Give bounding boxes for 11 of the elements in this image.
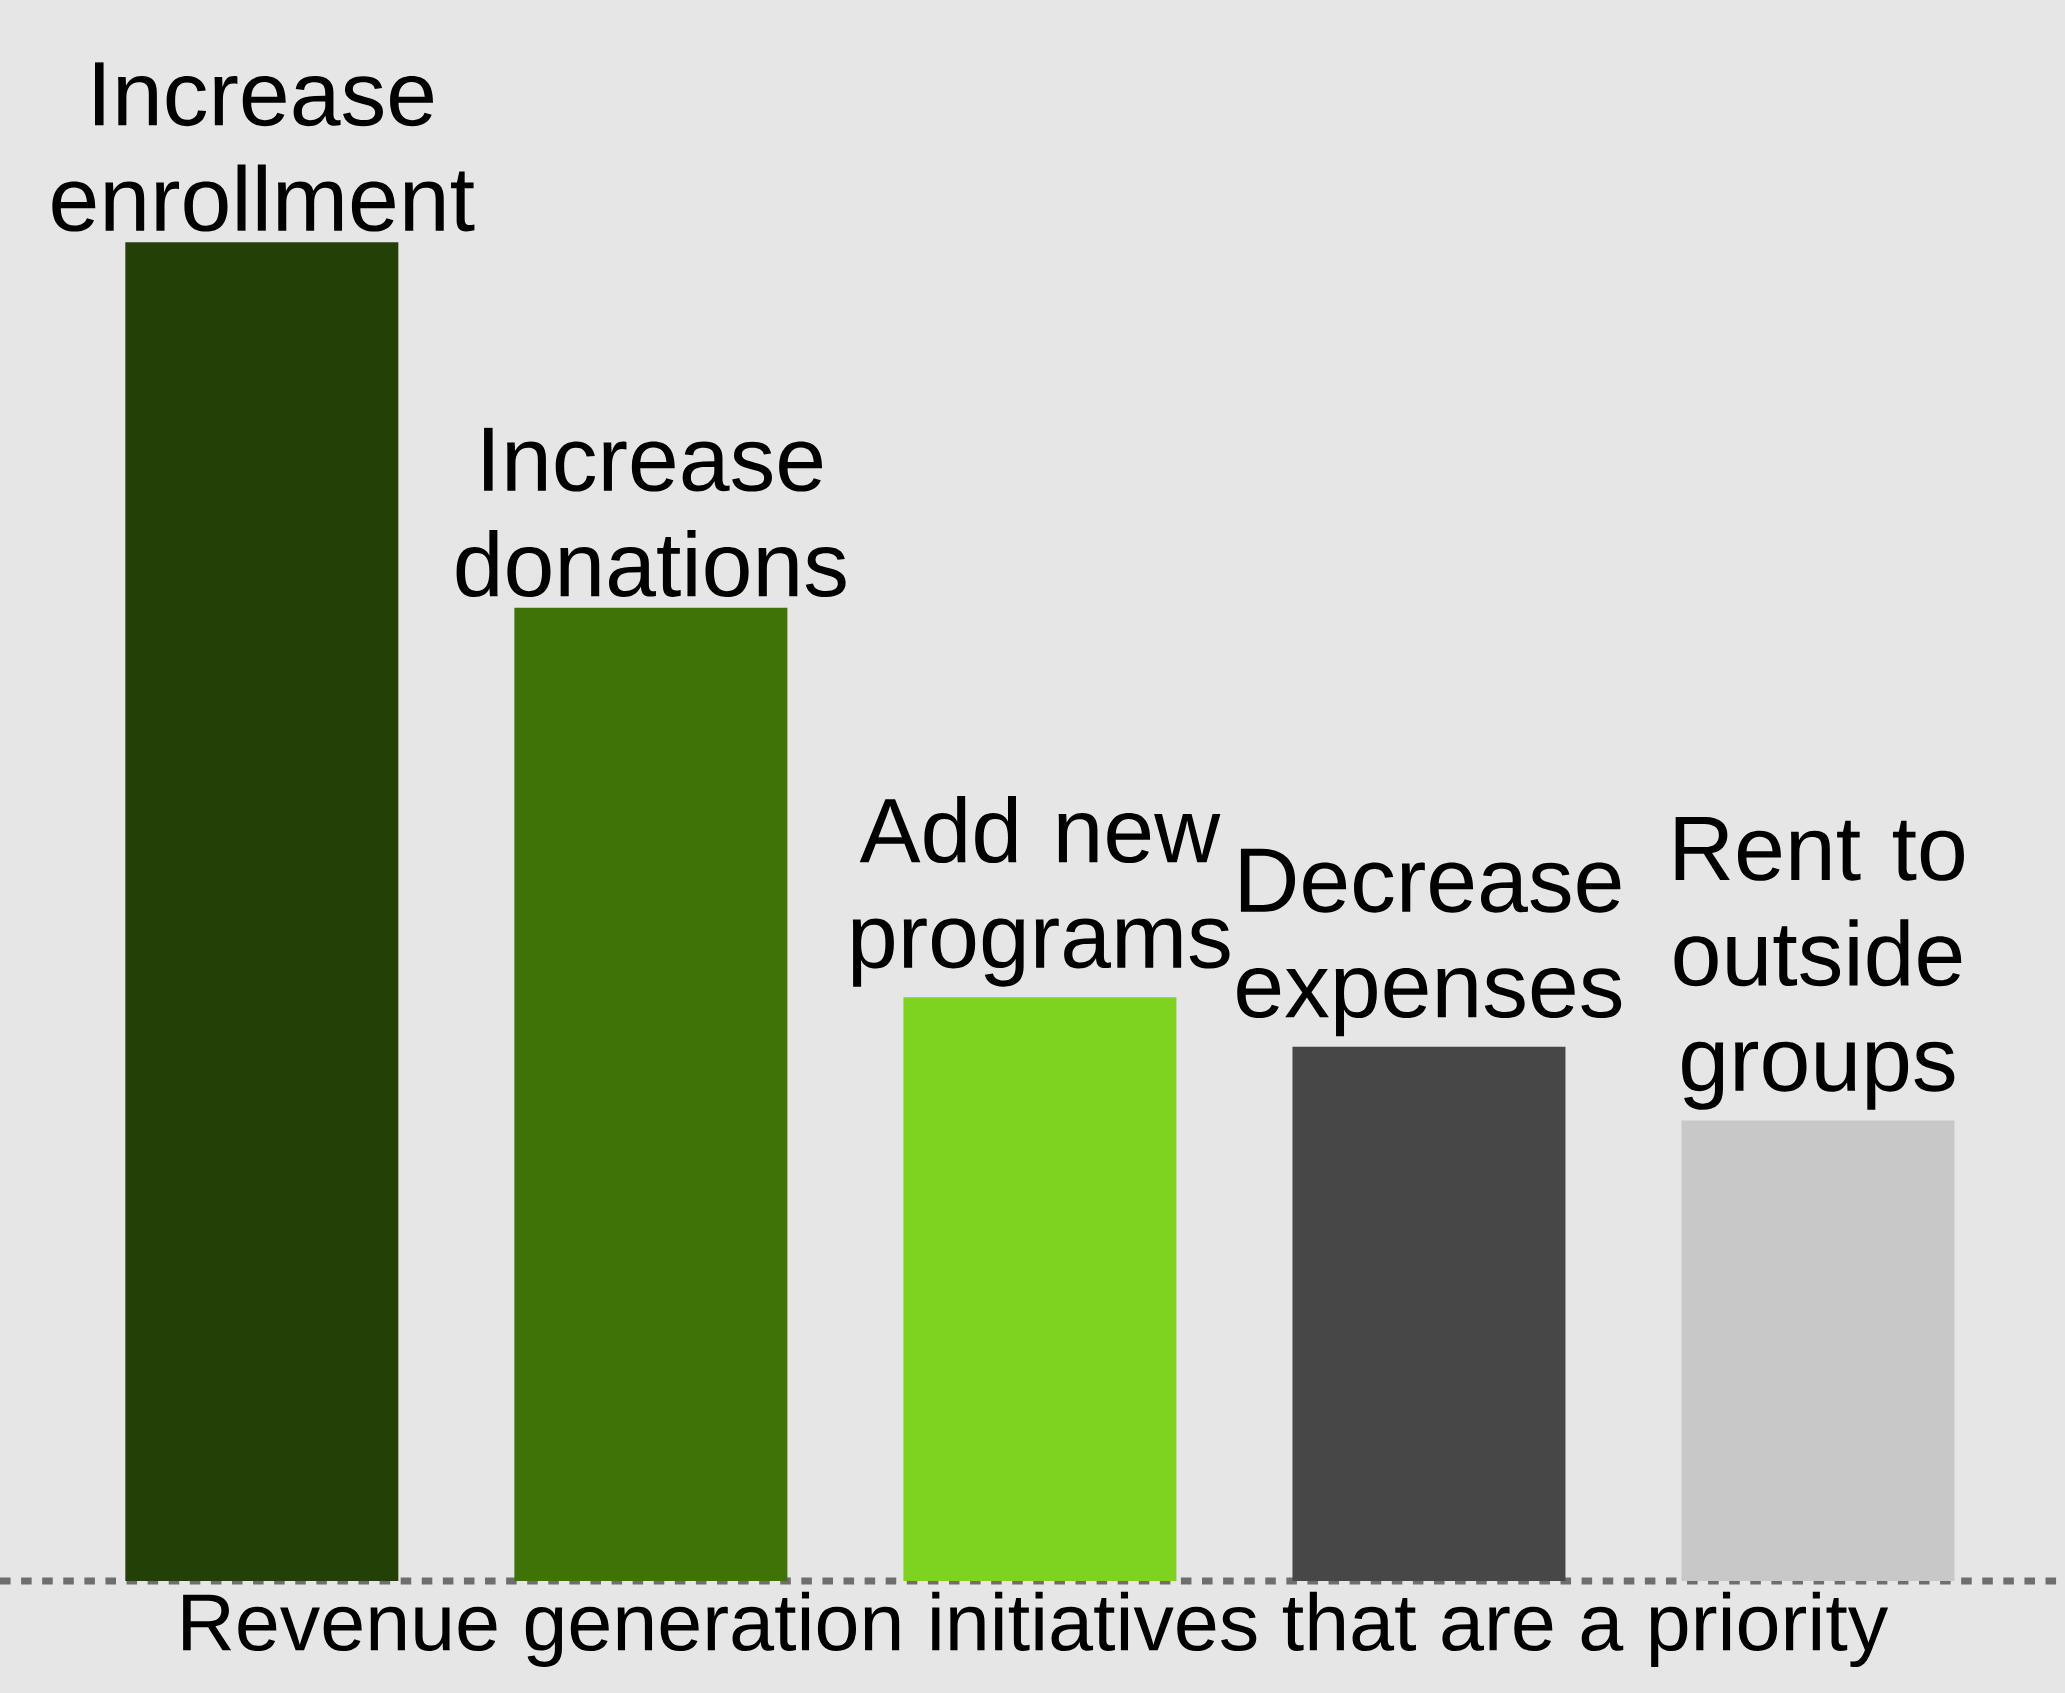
x-tick-label: Rent to outside groups [1674, 817, 1964, 1110]
x-tick-label: Increase enrollment [52, 62, 475, 232]
bar [514, 607, 788, 1582]
bar [903, 997, 1177, 1582]
bar [1292, 1046, 1566, 1582]
bar [125, 242, 399, 1582]
bar [1681, 1120, 1955, 1582]
x-tick-label: Add new programs [852, 796, 1230, 987]
x-axis-title: Revenue generation initiatives that are a priority [183, 1591, 1889, 1668]
x-tick-label: Increase donations [456, 427, 846, 598]
x-tick-label: Decrease expenses [1237, 848, 1622, 1037]
